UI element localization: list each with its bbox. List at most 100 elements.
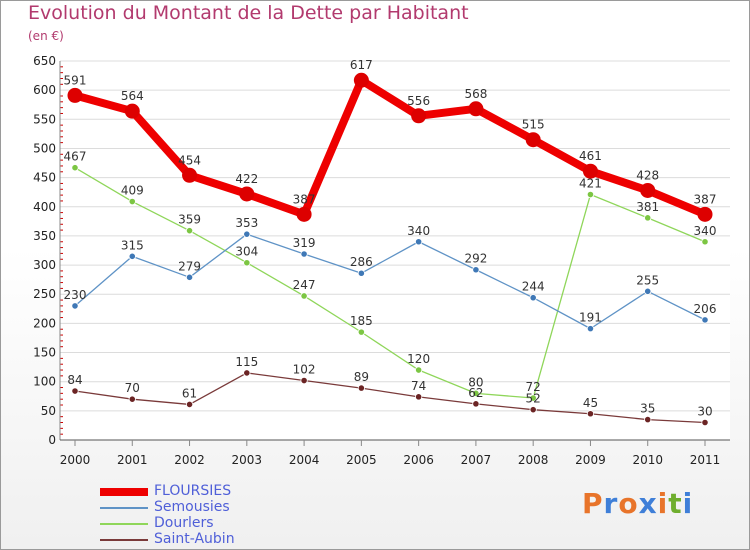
data-point <box>128 252 136 260</box>
data-label: 279 <box>178 259 201 273</box>
data-label: 52 <box>526 392 541 406</box>
data-point <box>182 167 198 183</box>
data-point <box>185 400 194 409</box>
data-point <box>296 206 312 222</box>
data-point <box>415 366 423 374</box>
logo-letter: P <box>582 487 604 520</box>
series-saint-aubin <box>71 369 709 427</box>
data-label: 35 <box>640 402 655 416</box>
x-tick-label: 2008 <box>518 453 549 467</box>
legend-swatch <box>100 539 148 541</box>
y-tick-label: 100 <box>33 375 56 389</box>
data-label: 319 <box>293 236 316 250</box>
x-tick-label: 2005 <box>346 453 377 467</box>
data-label: 230 <box>64 288 87 302</box>
y-tick-label: 600 <box>33 83 56 97</box>
y-tick-label: 450 <box>33 171 56 185</box>
legend-swatch <box>100 507 148 509</box>
data-label: 454 <box>178 153 201 167</box>
series-line <box>74 372 706 424</box>
data-label: 30 <box>697 405 712 419</box>
data-label: 353 <box>235 216 258 230</box>
data-label: 556 <box>407 94 430 108</box>
data-point <box>644 415 652 424</box>
data-point <box>697 206 713 222</box>
data-point <box>357 328 365 336</box>
data-label: 206 <box>694 302 717 316</box>
data-point <box>468 101 484 117</box>
y-tick-label: 0 <box>48 433 56 447</box>
data-label: 115 <box>235 355 258 369</box>
series-line <box>74 167 706 399</box>
data-label: 409 <box>121 184 144 198</box>
data-point <box>586 410 595 418</box>
data-point <box>529 294 537 302</box>
data-label: 387 <box>694 192 717 206</box>
y-tick-label: 550 <box>33 112 56 126</box>
data-point <box>357 269 365 277</box>
legend-swatch <box>100 523 148 525</box>
data-label: 89 <box>354 370 369 384</box>
y-axis: 0 50 100 150 200 250 300 350 400 450 500 550 600 650 <box>33 54 63 447</box>
x-tick-label: 2007 <box>461 453 492 467</box>
data-point <box>185 273 194 281</box>
data-label: 292 <box>464 252 487 266</box>
data-label: 45 <box>583 396 598 410</box>
data-point <box>243 259 251 267</box>
x-tick-label: 2011 <box>690 453 721 467</box>
legend-label: Semousies <box>154 499 230 515</box>
logo-letter: o <box>618 487 639 520</box>
data-point <box>300 250 308 258</box>
data-point <box>644 287 652 295</box>
data-point <box>586 190 595 199</box>
data-label: 340 <box>694 224 717 238</box>
data-label: 70 <box>125 381 140 395</box>
data-label: 244 <box>522 280 545 294</box>
data-label: 80 <box>468 375 483 389</box>
data-point <box>67 87 83 103</box>
y-tick-label: 150 <box>33 346 56 360</box>
data-label: 315 <box>121 238 144 252</box>
data-label: 461 <box>579 149 602 163</box>
x-tick-label: 2001 <box>117 453 148 467</box>
data-label: 61 <box>182 386 197 400</box>
logo-letter: i <box>682 487 694 520</box>
data-label: 84 <box>67 373 82 387</box>
logo-letter: i <box>657 487 669 520</box>
data-point <box>701 418 709 427</box>
data-point <box>529 394 537 402</box>
data-point <box>300 376 308 385</box>
x-tick-label: 2002 <box>174 453 205 467</box>
data-point <box>529 406 537 414</box>
data-label: 591 <box>64 73 87 87</box>
data-point <box>71 302 79 310</box>
data-point <box>71 164 79 172</box>
data-label: 72 <box>526 380 541 394</box>
x-tick-label: 2009 <box>575 453 606 467</box>
data-label: 421 <box>579 177 602 191</box>
data-point <box>644 214 652 222</box>
data-point <box>525 132 541 148</box>
series-floursies <box>67 72 713 222</box>
data-label: 428 <box>636 168 659 182</box>
logo-letter: x <box>638 487 658 520</box>
data-point <box>300 292 308 300</box>
data-point <box>586 325 595 333</box>
y-tick-label: 200 <box>33 316 56 330</box>
data-point <box>71 387 79 395</box>
y-tick-label: 650 <box>33 54 56 68</box>
legend-label: Dourlers <box>154 515 214 531</box>
proxiti-logo: Proxiti <box>582 487 693 520</box>
data-label: 467 <box>64 150 87 164</box>
data-label: 387 <box>293 192 316 206</box>
data-point <box>582 163 598 179</box>
data-point <box>243 369 251 377</box>
data-label: 564 <box>121 89 144 103</box>
data-point <box>128 197 136 206</box>
x-tick-label: 2003 <box>232 453 263 467</box>
series-semousies <box>71 230 709 333</box>
data-point <box>472 266 480 274</box>
data-label: 286 <box>350 255 373 269</box>
data-point <box>415 393 423 401</box>
